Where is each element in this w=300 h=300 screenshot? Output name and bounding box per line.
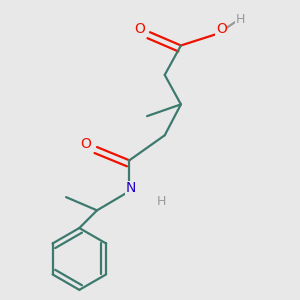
Text: O: O — [134, 22, 145, 36]
Text: H: H — [157, 195, 167, 208]
Text: N: N — [126, 181, 136, 195]
Text: O: O — [216, 22, 227, 36]
Text: O: O — [80, 137, 91, 151]
Text: H: H — [236, 13, 245, 26]
